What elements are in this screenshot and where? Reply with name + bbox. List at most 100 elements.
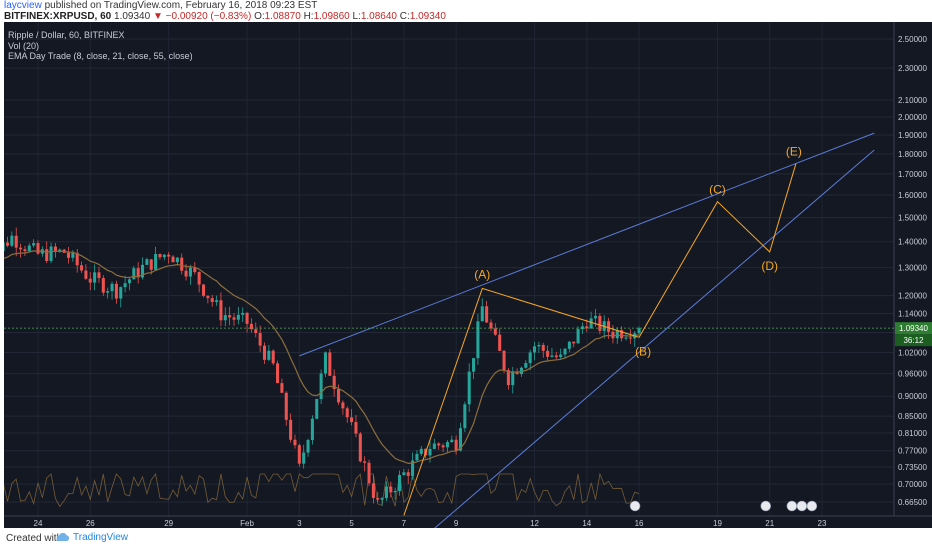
author-link[interactable]: laycview xyxy=(4,0,42,11)
candle-body xyxy=(593,315,598,319)
candle-body xyxy=(454,439,458,451)
wave-label: (D) xyxy=(761,259,778,273)
y-tick-label: 1.90000 xyxy=(898,131,927,140)
event-badge-icon xyxy=(760,500,772,512)
x-tick-label: 16 xyxy=(635,519,644,528)
x-tick-label: 5 xyxy=(349,519,354,528)
publish-header: laycview published on TradingView.com, F… xyxy=(0,0,932,22)
tradingview-brand: TradingView xyxy=(73,532,129,543)
y-tick-label: 1.50000 xyxy=(898,214,927,223)
event-badge-icon xyxy=(786,500,798,512)
candle-body xyxy=(380,498,384,500)
candle-body xyxy=(550,355,554,357)
candle-body xyxy=(598,315,602,331)
candle-body xyxy=(371,483,375,498)
candle-body xyxy=(158,254,162,258)
y-tick-label: 0.90000 xyxy=(898,392,927,401)
last-price: 1.09340 xyxy=(114,11,151,22)
candle-body xyxy=(249,323,253,330)
low-value: 1.08640 xyxy=(360,11,397,22)
candle-body xyxy=(489,322,493,329)
close-value: 1.09340 xyxy=(409,11,446,22)
candle-body xyxy=(493,328,497,335)
candle-body xyxy=(480,306,484,322)
candle-body xyxy=(306,440,310,453)
candle-body xyxy=(271,350,275,364)
candle-body xyxy=(345,408,349,418)
candle-body xyxy=(175,257,179,263)
candle-body xyxy=(262,345,267,360)
candle-body xyxy=(123,283,127,288)
candle-body xyxy=(397,475,402,491)
low-label: L: xyxy=(352,11,361,22)
candle-body xyxy=(576,329,580,344)
candle-body xyxy=(589,318,593,329)
chart-background xyxy=(4,22,932,528)
volume-ma-line xyxy=(4,472,640,508)
candle-body xyxy=(127,279,131,284)
candle-body xyxy=(154,254,158,270)
candle-body xyxy=(411,460,415,476)
candle-body xyxy=(23,249,27,252)
candle-body xyxy=(88,278,92,283)
candle-body xyxy=(467,371,471,405)
candle-body xyxy=(332,375,336,390)
y-tick-label: 1.30000 xyxy=(898,264,927,273)
candle-body xyxy=(80,265,84,271)
close-label: C: xyxy=(399,11,410,22)
candle-body xyxy=(45,249,49,262)
candle-body xyxy=(310,418,314,441)
candle-body xyxy=(180,257,184,271)
candle-body xyxy=(171,256,175,263)
ema-line xyxy=(4,250,640,465)
candle-body xyxy=(519,367,523,375)
x-tick-label: 14 xyxy=(582,519,591,528)
candle-body xyxy=(114,283,118,299)
candle-body xyxy=(49,246,53,262)
y-tick-label: 0.81000 xyxy=(898,429,927,438)
chart-area[interactable]: 0.66500 0.70000 0.73500 0.77000 0.81000 0.850… xyxy=(4,22,932,528)
channel-line xyxy=(434,149,875,528)
y-tick-label: 1.70000 xyxy=(898,170,927,179)
x-tick-label: 3 xyxy=(297,519,302,528)
candle-body xyxy=(136,268,140,278)
x-tick-label: 26 xyxy=(86,519,95,528)
candle-body xyxy=(585,326,589,329)
candle-body xyxy=(350,417,354,423)
tradingview-logo[interactable]: TradingView xyxy=(56,532,128,543)
publish-line: laycview published on TradingView.com, F… xyxy=(4,0,317,11)
candle-body xyxy=(541,344,545,351)
candle-body xyxy=(415,453,419,461)
candle-body xyxy=(389,486,393,493)
event-badge-icon xyxy=(629,500,641,512)
x-tick-label: 9 xyxy=(454,519,459,528)
candle-body xyxy=(236,314,240,320)
x-tick-label: Feb xyxy=(240,519,254,528)
candle-body xyxy=(563,348,567,355)
candle-body xyxy=(406,472,410,476)
open-label: O: xyxy=(254,11,265,22)
x-tick-label: 24 xyxy=(34,519,43,528)
candle-body xyxy=(572,341,576,344)
candle-body xyxy=(206,295,210,299)
candle-body xyxy=(384,486,388,499)
candle-body xyxy=(620,330,624,339)
event-badge-icon xyxy=(806,500,818,512)
candle-body xyxy=(276,363,280,384)
candle-body xyxy=(441,445,445,448)
chart-canvas[interactable]: 0.66500 0.70000 0.73500 0.77000 0.81000 0.850… xyxy=(4,22,932,528)
channel-line xyxy=(299,132,875,357)
candle-body xyxy=(537,344,541,347)
chart-legend: Ripple / Dollar, 60, BITFINEX Vol (20) E… xyxy=(8,30,193,62)
candle-body xyxy=(437,443,441,446)
candle-body xyxy=(580,326,584,330)
candle-body xyxy=(145,259,149,265)
candle-body xyxy=(36,243,40,254)
candle-body xyxy=(223,315,227,321)
candle-body xyxy=(533,346,537,353)
price-change: −0.00920 (−0.83%) xyxy=(165,11,252,22)
x-tick-label: 23 xyxy=(818,519,827,528)
legend-title: Ripple / Dollar, 60, BITFINEX xyxy=(8,30,125,40)
candle-body xyxy=(432,443,436,449)
candle-body xyxy=(463,404,467,429)
